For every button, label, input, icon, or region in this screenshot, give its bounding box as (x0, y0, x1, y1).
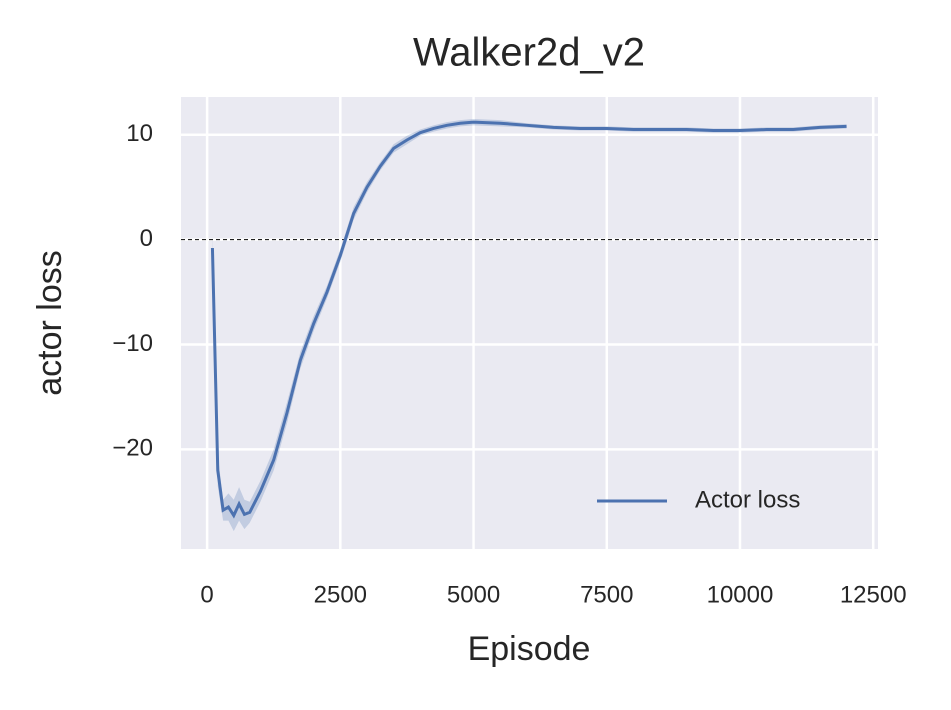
plot-area (181, 97, 878, 549)
x-axis-label: Episode (468, 630, 591, 668)
y-tick-label: −20 (112, 435, 153, 462)
y-tick-label: 10 (126, 120, 153, 147)
x-tick-label: 12500 (840, 581, 907, 608)
x-tick-label: 2500 (314, 581, 367, 608)
y-axis-label: actor loss (31, 250, 69, 396)
y-tick-label: −10 (112, 330, 153, 357)
y-tick-label: 0 (140, 225, 153, 252)
data-line (210, 120, 847, 519)
x-tick-label: 10000 (707, 581, 774, 608)
x-tick-label: 0 (200, 581, 213, 608)
x-tick-label: 7500 (580, 581, 633, 608)
legend-label: Actor loss (695, 486, 800, 513)
x-tick-label: 5000 (447, 581, 500, 608)
chart-title: Walker2d_v2 (413, 31, 645, 75)
